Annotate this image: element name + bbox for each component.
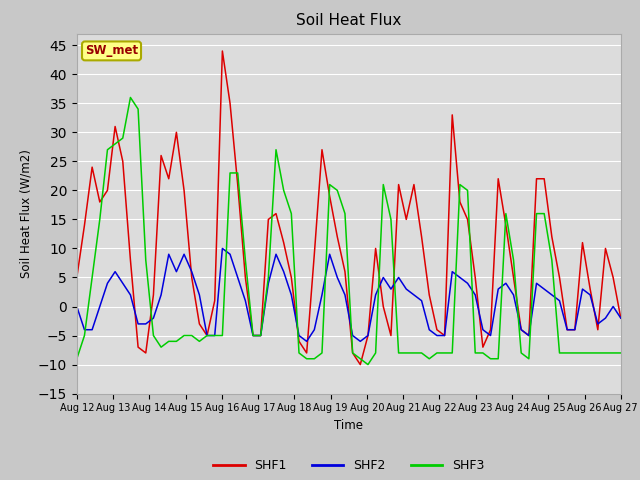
SHF2 [433,333,441,338]
SHF3 [617,350,625,356]
SHF1 [456,199,464,205]
SHF3 [364,362,372,368]
SHF2 [586,292,594,298]
SHF1 [395,182,403,188]
Text: SW_met: SW_met [85,44,138,58]
SHF3 [127,95,134,100]
Legend: SHF1, SHF2, SHF3: SHF1, SHF2, SHF3 [209,455,489,477]
SHF2 [150,315,157,321]
SHF1 [73,275,81,280]
SHF1 [356,362,364,368]
SHF3 [586,350,594,356]
SHF1 [586,286,594,292]
SHF2 [395,275,403,280]
SHF2 [456,275,464,280]
Line: SHF2: SHF2 [77,249,621,341]
SHF1 [617,315,625,321]
SHF3 [395,350,403,356]
SHF2 [264,280,272,286]
Line: SHF1: SHF1 [77,51,621,365]
SHF2 [617,315,625,321]
Y-axis label: Soil Heat Flux (W/m2): Soil Heat Flux (W/m2) [19,149,32,278]
Title: Soil Heat Flux: Soil Heat Flux [296,13,401,28]
X-axis label: Time: Time [334,419,364,432]
SHF3 [264,275,272,280]
SHF3 [433,350,441,356]
Line: SHF3: SHF3 [77,97,621,365]
SHF3 [157,344,165,350]
SHF3 [456,182,464,188]
SHF2 [303,338,310,344]
SHF1 [264,216,272,222]
SHF1 [433,327,441,333]
SHF2 [73,304,81,310]
SHF1 [218,48,226,54]
SHF3 [73,356,81,361]
SHF1 [150,292,157,298]
SHF2 [218,246,226,252]
